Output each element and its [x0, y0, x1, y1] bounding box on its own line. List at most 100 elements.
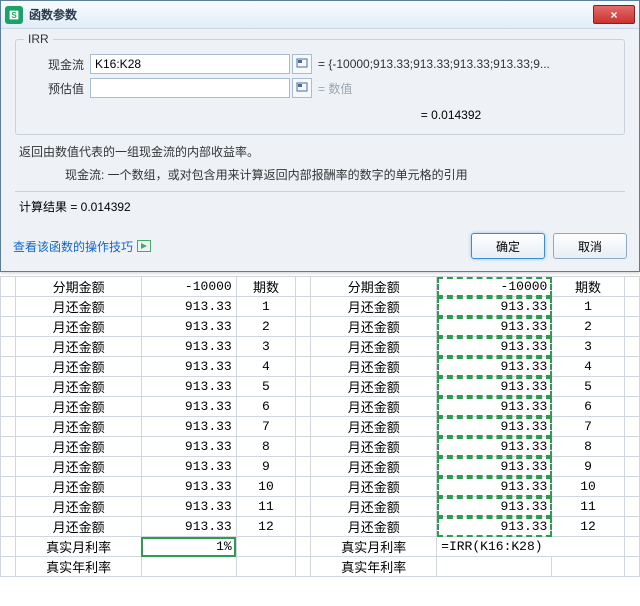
cell[interactable]: 10	[552, 477, 624, 497]
cell[interactable]: 10	[236, 477, 295, 497]
cell[interactable]: 月还金额	[311, 357, 437, 377]
cell[interactable]: 913.33	[141, 377, 236, 397]
cell[interactable]	[296, 397, 311, 417]
cell[interactable]: -10000	[437, 277, 552, 297]
cell[interactable]	[624, 457, 639, 477]
cell[interactable]: 月还金额	[16, 417, 142, 437]
cell[interactable]: 月还金额	[16, 357, 142, 377]
cell[interactable]: 月还金额	[311, 377, 437, 397]
cell[interactable]	[1, 277, 16, 297]
cell[interactable]: 月还金额	[311, 337, 437, 357]
cell[interactable]: 月还金额	[16, 517, 142, 537]
cell[interactable]	[1, 397, 16, 417]
cell[interactable]	[1, 517, 16, 537]
cell[interactable]: 12	[552, 517, 624, 537]
cell[interactable]	[296, 317, 311, 337]
cell[interactable]: 真实年利率	[16, 557, 142, 577]
cell[interactable]: 913.33	[437, 317, 552, 337]
cell[interactable]	[296, 457, 311, 477]
cell[interactable]: 913.33	[437, 297, 552, 317]
cell[interactable]: 月还金额	[16, 377, 142, 397]
cell[interactable]	[296, 557, 311, 577]
cell[interactable]	[624, 277, 639, 297]
cell[interactable]: 5	[236, 377, 295, 397]
cell[interactable]: 7	[552, 417, 624, 437]
cell[interactable]: 913.33	[437, 477, 552, 497]
cell[interactable]: 913.33	[437, 437, 552, 457]
cashflow-input[interactable]	[90, 54, 290, 74]
cell[interactable]: 1	[552, 297, 624, 317]
cell[interactable]: 月还金额	[16, 317, 142, 337]
cell[interactable]: 1%	[141, 537, 236, 557]
help-link[interactable]: 查看该函数的操作技巧	[13, 238, 151, 255]
cell[interactable]: 2	[236, 317, 295, 337]
cell[interactable]: 真实月利率	[311, 537, 437, 557]
cell[interactable]	[1, 317, 16, 337]
cell[interactable]	[1, 377, 16, 397]
close-button[interactable]: ×	[593, 5, 635, 24]
cell[interactable]: 913.33	[437, 337, 552, 357]
cell[interactable]: 913.33	[141, 397, 236, 417]
cell[interactable]	[1, 557, 16, 577]
cell[interactable]: 11	[236, 497, 295, 517]
cell[interactable]: 期数	[552, 277, 624, 297]
cell[interactable]	[624, 437, 639, 457]
cell[interactable]: 913.33	[141, 517, 236, 537]
cell[interactable]: 913.33	[141, 437, 236, 457]
cell[interactable]	[296, 357, 311, 377]
cell[interactable]	[624, 477, 639, 497]
ok-button[interactable]: 确定	[471, 233, 545, 259]
cell[interactable]	[624, 357, 639, 377]
cell[interactable]: 6	[236, 397, 295, 417]
cell[interactable]: 913.33	[437, 377, 552, 397]
cell[interactable]	[624, 557, 639, 577]
cell[interactable]: 月还金额	[16, 477, 142, 497]
cell[interactable]	[624, 317, 639, 337]
cell[interactable]: 分期金额	[311, 277, 437, 297]
cell[interactable]	[624, 297, 639, 317]
cell[interactable]	[1, 357, 16, 377]
cell[interactable]: 月还金额	[311, 457, 437, 477]
cell[interactable]: 月还金额	[16, 457, 142, 477]
cell[interactable]	[624, 337, 639, 357]
cell[interactable]	[141, 557, 236, 577]
cell[interactable]	[1, 417, 16, 437]
cell[interactable]: 真实月利率	[16, 537, 142, 557]
cell[interactable]: 月还金额	[16, 397, 142, 417]
cell[interactable]	[236, 557, 295, 577]
cell[interactable]: 913.33	[141, 497, 236, 517]
cell[interactable]: 913.33	[141, 357, 236, 377]
cell[interactable]	[296, 497, 311, 517]
cell[interactable]	[296, 517, 311, 537]
cell[interactable]: 11	[552, 497, 624, 517]
cell[interactable]: 12	[236, 517, 295, 537]
cell[interactable]: 月还金额	[311, 497, 437, 517]
cell[interactable]: 月还金额	[311, 417, 437, 437]
cell[interactable]: 913.33	[437, 397, 552, 417]
cell[interactable]: 8	[236, 437, 295, 457]
cell[interactable]	[1, 437, 16, 457]
cell[interactable]	[296, 297, 311, 317]
cell[interactable]	[1, 337, 16, 357]
cell[interactable]	[624, 497, 639, 517]
spreadsheet[interactable]: 分期金额-10000期数分期金额-10000期数月还金额913.331月还金额9…	[0, 276, 640, 577]
cell[interactable]: 913.33	[141, 417, 236, 437]
cell[interactable]: 1	[236, 297, 295, 317]
cell[interactable]: 月还金额	[16, 297, 142, 317]
cell[interactable]	[1, 297, 16, 317]
cell[interactable]: 月还金额	[311, 297, 437, 317]
cell[interactable]	[296, 277, 311, 297]
cell[interactable]: 2	[552, 317, 624, 337]
guess-input[interactable]	[90, 78, 290, 98]
cell[interactable]: 4	[552, 357, 624, 377]
cell[interactable]	[624, 397, 639, 417]
cell[interactable]: 913.33	[437, 457, 552, 477]
cell[interactable]: 9	[236, 457, 295, 477]
cell[interactable]: 月还金额	[16, 497, 142, 517]
guess-ref-button[interactable]	[292, 78, 312, 98]
cell[interactable]	[1, 477, 16, 497]
cell[interactable]	[437, 557, 552, 577]
cell[interactable]	[296, 477, 311, 497]
cell[interactable]	[624, 517, 639, 537]
cell[interactable]: 6	[552, 397, 624, 417]
